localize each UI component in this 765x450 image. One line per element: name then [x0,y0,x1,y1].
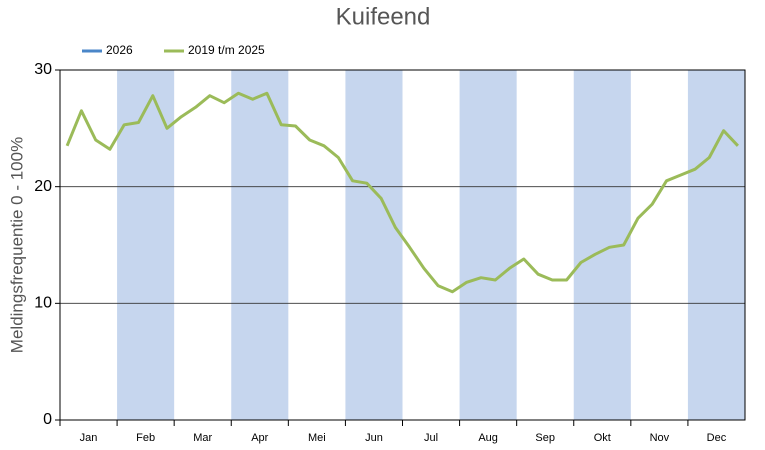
x-tick-label: Okt [594,432,611,444]
chart-title: Kuifeend [336,3,431,30]
y-axis-label: Meldingsfrequentie 0 - 100% [7,137,26,353]
legend-label: 2026 [106,43,133,57]
month-band [459,70,517,420]
y-tick-label: 30 [34,61,52,78]
month-band [117,70,175,420]
x-tick-label: Mei [308,432,326,444]
legend-label: 2019 t/m 2025 [188,43,265,57]
y-tick-label: 0 [43,411,52,428]
x-tick-label: Nov [650,432,670,444]
month-band [231,70,289,420]
month-band [687,70,745,420]
x-tick-label: Jun [365,432,383,444]
x-tick-label: Apr [251,432,268,444]
x-tick-label: Jul [424,432,438,444]
x-tick-label: Dec [707,432,727,444]
x-tick-label: Sep [535,432,555,444]
month-band [345,70,403,420]
series-line [65,91,739,294]
x-tick-label: Jan [80,432,98,444]
y-tick-label: 20 [34,178,52,195]
x-tick-label: Mar [193,432,212,444]
x-tick-label: Feb [136,432,155,444]
x-tick-label: Aug [478,432,498,444]
y-tick-label: 10 [34,295,52,312]
